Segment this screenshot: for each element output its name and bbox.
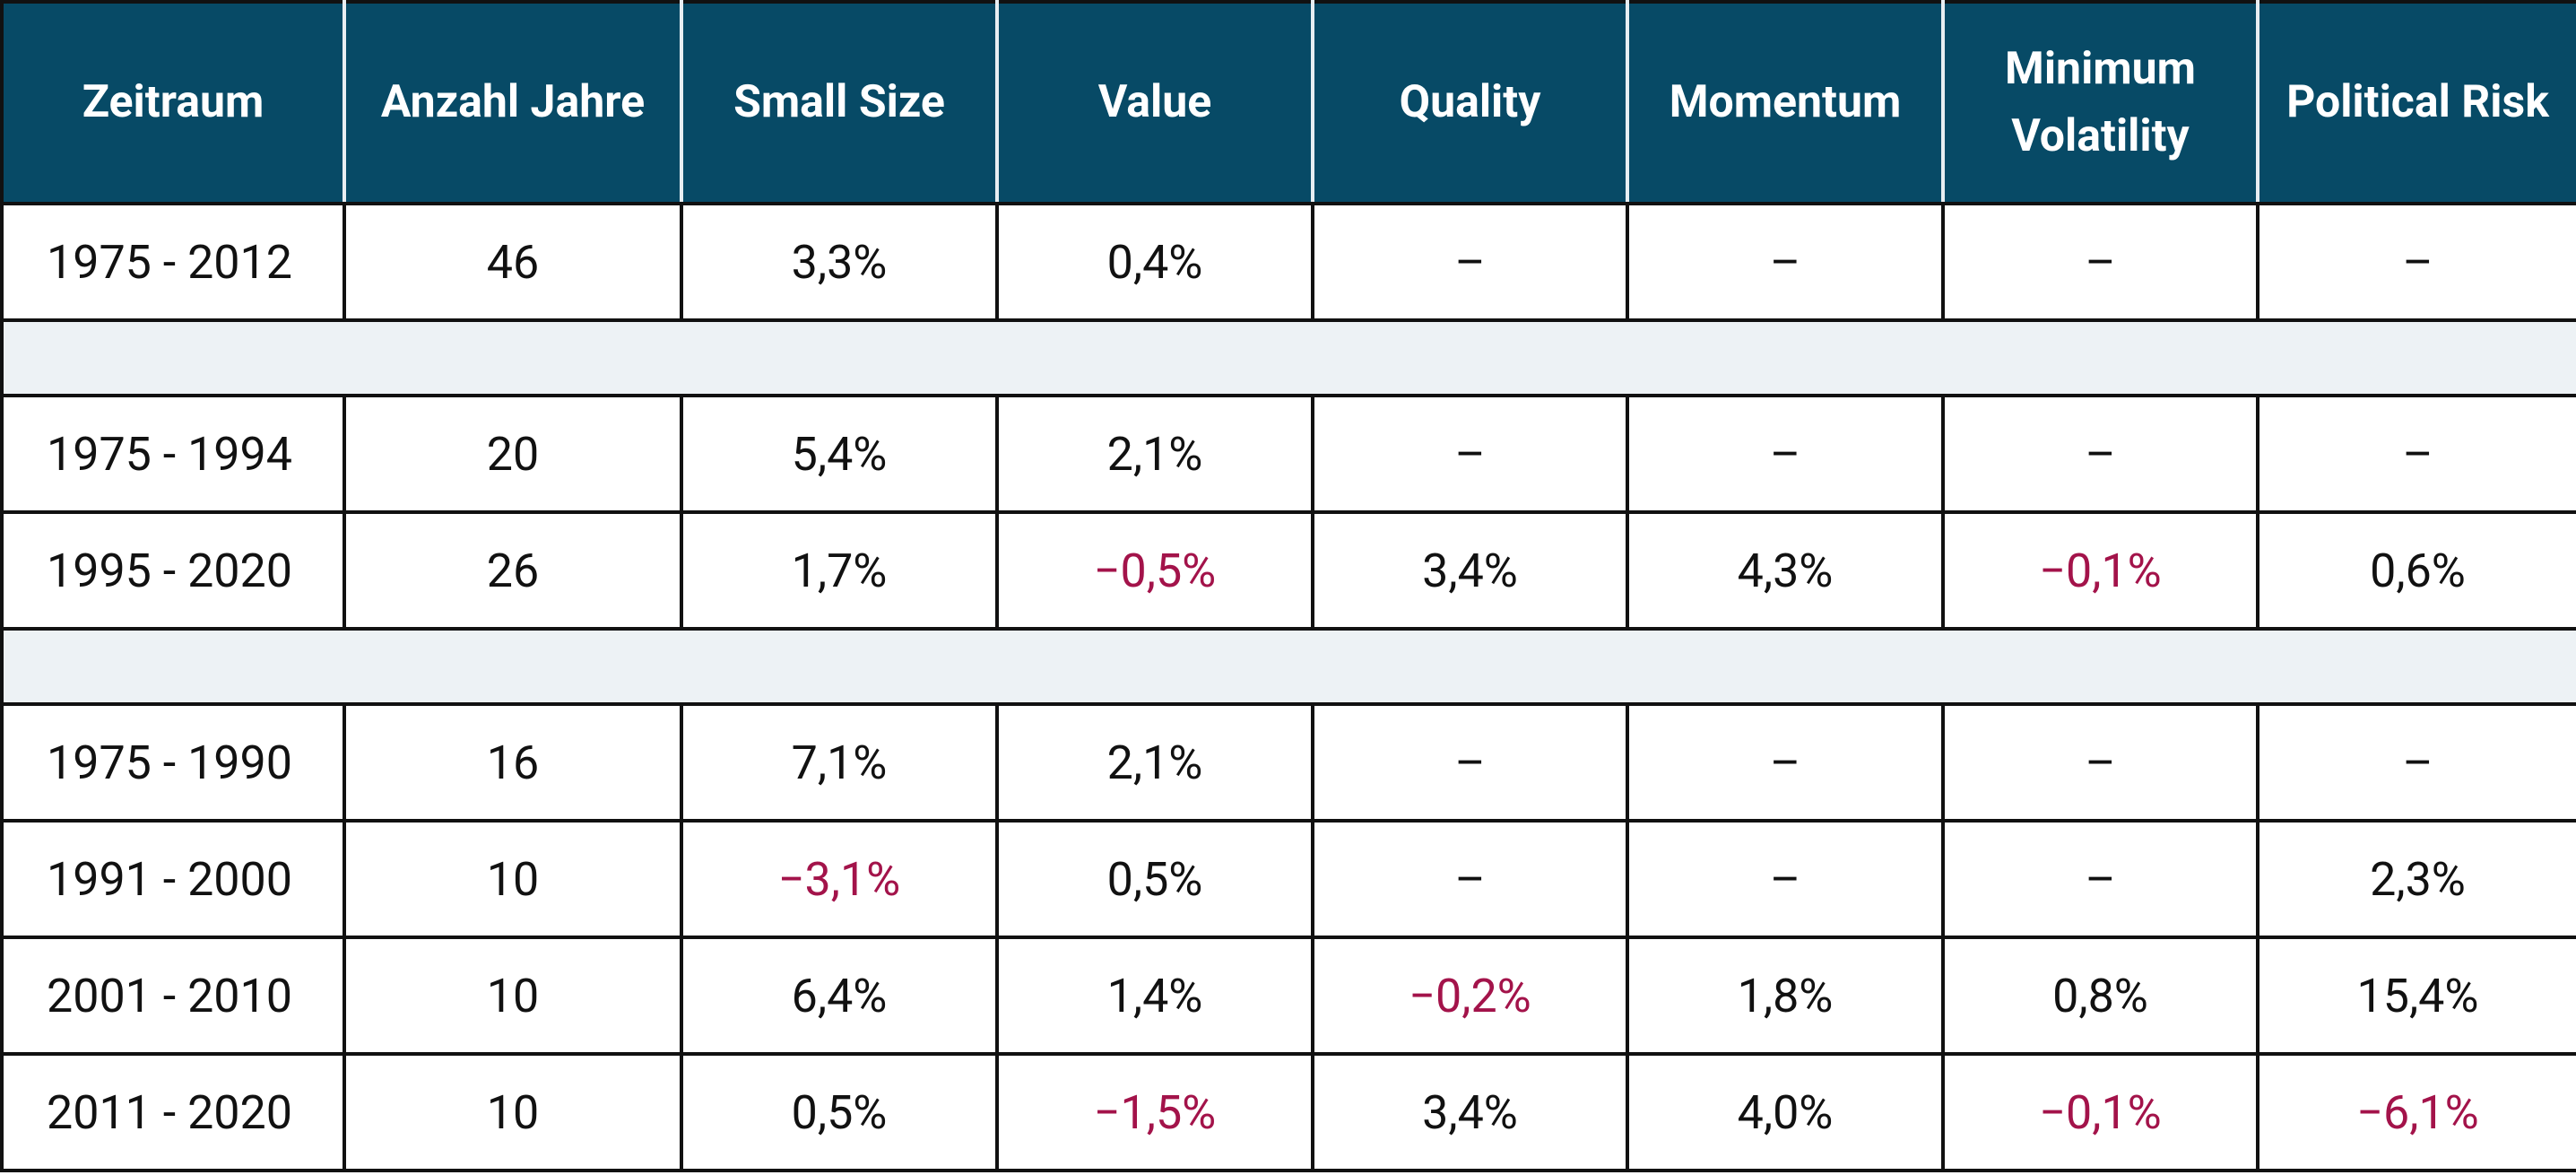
separator-cell [0, 627, 2576, 706]
period-cell: 1991 - 2000 [0, 819, 346, 939]
value-cell: – [1941, 394, 2259, 514]
value-cell: −0,1% [1941, 1052, 2259, 1172]
table-body: 1975 - 2012 46 3,3% 0,4% – – – –1975 - 1994 20 5,… [0, 202, 2576, 1172]
period-cell: 2001 - 2010 [0, 936, 346, 1056]
header-row: Zeitraum Anzahl Jahre Small Size Value Quali… [0, 0, 2576, 205]
header-cell: Quality [1311, 0, 1629, 205]
value-cell: 10 [343, 819, 683, 939]
value-cell: – [1941, 202, 2259, 322]
data-row: 2011 - 2020 10 0,5% −1,5% 3,4% 4,0% −0,1% −6,1% [0, 1052, 2576, 1172]
header-cell: Zeitraum [0, 0, 346, 205]
data-row: 1991 - 2000 10 −3,1% 0,5% – – –2,3% [0, 819, 2576, 939]
value-cell: – [1311, 702, 1629, 822]
value-cell: −0,1% [1941, 510, 2259, 631]
value-cell: 6,4% [680, 936, 999, 1056]
value-cell: −0,5% [995, 510, 1314, 631]
value-cell: −1,5% [995, 1052, 1314, 1172]
value-cell: – [1941, 819, 2259, 939]
value-cell: – [1941, 702, 2259, 822]
value-cell: – [2256, 394, 2576, 514]
value-cell: 5,4% [680, 394, 999, 514]
separator-row [0, 318, 2576, 397]
value-cell: – [1626, 819, 1945, 939]
value-cell: 2,1% [995, 394, 1314, 514]
value-cell: 15,4% [2256, 936, 2576, 1056]
value-cell: – [1626, 202, 1945, 322]
value-cell: – [1311, 819, 1629, 939]
value-cell: 26 [343, 510, 683, 631]
value-cell: 0,5% [995, 819, 1314, 939]
data-row: 1975 - 1994 20 5,4% 2,1% – – – – [0, 394, 2576, 514]
value-cell: – [2256, 202, 2576, 322]
value-cell: 20 [343, 394, 683, 514]
header-cell: Small Size [680, 0, 999, 205]
value-cell: 2,1% [995, 702, 1314, 822]
value-cell: 0,4% [995, 202, 1314, 322]
period-cell: 1975 - 1990 [0, 702, 346, 822]
value-cell: 10 [343, 936, 683, 1056]
value-cell: 0,8% [1941, 936, 2259, 1056]
value-cell: – [2256, 702, 2576, 822]
value-cell: 1,8% [1626, 936, 1945, 1056]
period-cell: 1975 - 2012 [0, 202, 346, 322]
value-cell: 0,6% [2256, 510, 2576, 631]
separator-row [0, 627, 2576, 706]
value-cell: 16 [343, 702, 683, 822]
value-cell: 0,5% [680, 1052, 999, 1172]
period-cell: 1975 - 1994 [0, 394, 346, 514]
data-row: 2001 - 2010 10 6,4% 1,4% −0,2% 1,8% 0,8% 15,4% [0, 936, 2576, 1056]
data-row: 1975 - 2012 46 3,3% 0,4% – – – – [0, 202, 2576, 322]
value-cell: 1,7% [680, 510, 999, 631]
value-cell: 4,3% [1626, 510, 1945, 631]
header-cell: Momentum [1626, 0, 1945, 205]
value-cell: 4,0% [1626, 1052, 1945, 1172]
value-cell: – [1626, 394, 1945, 514]
header-cell: Anzahl Jahre [343, 0, 683, 205]
value-cell: 10 [343, 1052, 683, 1172]
value-cell: 2,3% [2256, 819, 2576, 939]
header-cell: Political Risk [2256, 0, 2576, 205]
data-row: 1975 - 1990 16 7,1% 2,1% – – – – [0, 702, 2576, 822]
value-cell: – [1311, 394, 1629, 514]
separator-cell [0, 318, 2576, 397]
value-cell: 46 [343, 202, 683, 322]
period-cell: 1995 - 2020 [0, 510, 346, 631]
value-cell: 3,4% [1311, 510, 1629, 631]
value-cell: – [1311, 202, 1629, 322]
value-cell: – [1626, 702, 1945, 822]
header-cell: Value [995, 0, 1314, 205]
value-cell: −0,2% [1311, 936, 1629, 1056]
header-cell: Minimum Volatility [1941, 0, 2259, 205]
value-cell: −6,1% [2256, 1052, 2576, 1172]
data-row: 1995 - 2020 26 1,7% −0,5% 3,4% 4,3% −0,1% 0,6% [0, 510, 2576, 631]
value-cell: 7,1% [680, 702, 999, 822]
value-cell: 1,4% [995, 936, 1314, 1056]
value-cell: −3,1% [680, 819, 999, 939]
value-cell: 3,4% [1311, 1052, 1629, 1172]
value-cell: 3,3% [680, 202, 999, 322]
period-cell: 2011 - 2020 [0, 1052, 346, 1172]
